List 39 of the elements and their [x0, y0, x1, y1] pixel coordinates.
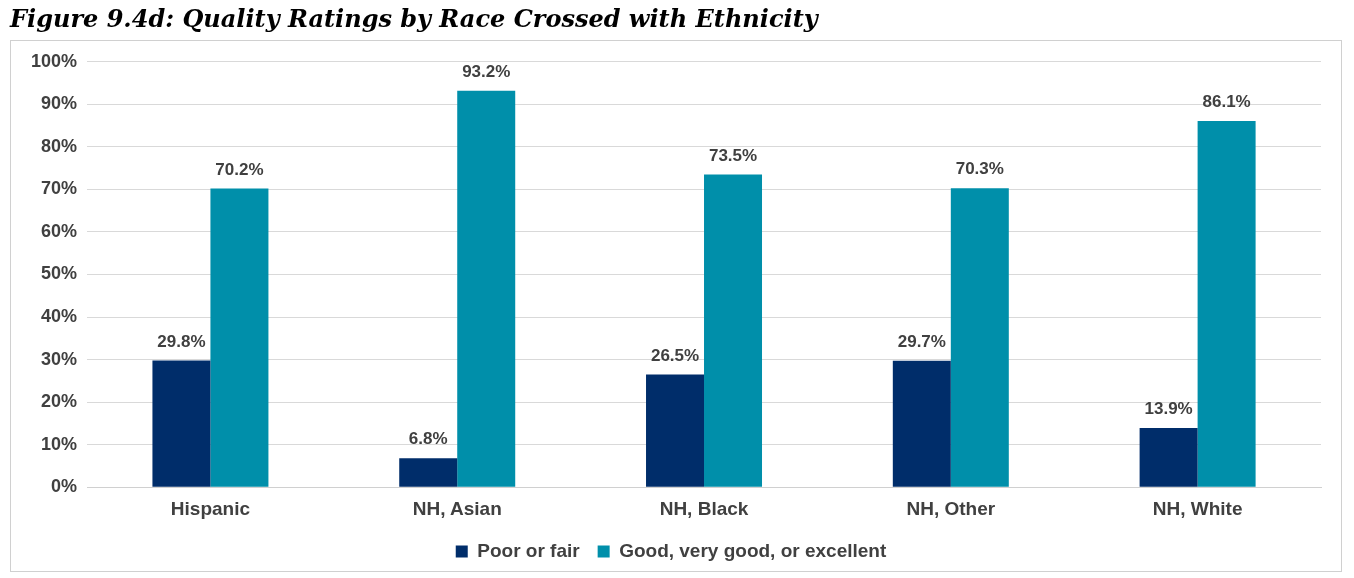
- bar: [457, 90, 516, 487]
- y-tick-label: 30%: [41, 348, 78, 369]
- x-tick-label: NH, Other: [906, 497, 996, 519]
- bar: [704, 174, 763, 487]
- data-label: 13.9%: [1144, 399, 1193, 419]
- data-label: 73.5%: [708, 145, 758, 165]
- y-tick-label: 100%: [30, 50, 78, 71]
- bar: [892, 360, 951, 487]
- data-label: 70.3%: [955, 159, 1004, 179]
- data-label: 6.8%: [408, 429, 448, 449]
- data-label: 29.7%: [897, 332, 946, 352]
- y-tick-label: 80%: [41, 135, 78, 156]
- data-label: 29.8%: [157, 331, 206, 351]
- x-tick-label: Hispanic: [170, 497, 251, 519]
- bar: [1139, 428, 1198, 487]
- data-label: 86.1%: [1202, 92, 1251, 112]
- bar: [399, 458, 458, 487]
- bar: [1197, 120, 1256, 487]
- x-tick-label: NH, White: [1152, 497, 1243, 519]
- data-label: 26.5%: [650, 345, 700, 365]
- bar: [152, 360, 211, 487]
- x-tick-label: NH, Asian: [412, 497, 502, 519]
- y-tick-label: 40%: [41, 306, 78, 327]
- legend-label: Good, very good, or excellent: [619, 539, 887, 561]
- y-tick-label: 50%: [41, 263, 78, 284]
- chart-title: Figure 9.4d: Quality Ratings by Race Crossed with Ethnicity: [8, 3, 820, 35]
- y-tick-label: 60%: [41, 220, 78, 241]
- data-label: 93.2%: [462, 61, 511, 81]
- bar: [210, 188, 269, 487]
- y-tick-label: 90%: [41, 93, 78, 114]
- y-tick-label: 0%: [51, 476, 78, 497]
- legend-label: Poor or fair: [477, 539, 581, 561]
- y-tick-label: 20%: [41, 391, 78, 412]
- y-tick-label: 10%: [41, 433, 78, 454]
- x-tick-label: NH, Black: [659, 497, 749, 519]
- bar: [950, 188, 1009, 487]
- data-label: 70.2%: [215, 159, 264, 179]
- bar: [646, 374, 705, 487]
- y-tick-label: 70%: [41, 178, 78, 199]
